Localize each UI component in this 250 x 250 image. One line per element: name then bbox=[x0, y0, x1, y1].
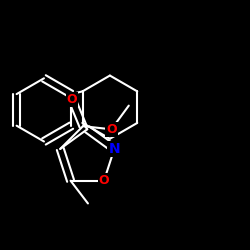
Text: O: O bbox=[99, 174, 109, 187]
Text: O: O bbox=[66, 93, 77, 106]
Text: O: O bbox=[106, 123, 117, 136]
Text: N: N bbox=[108, 142, 120, 156]
